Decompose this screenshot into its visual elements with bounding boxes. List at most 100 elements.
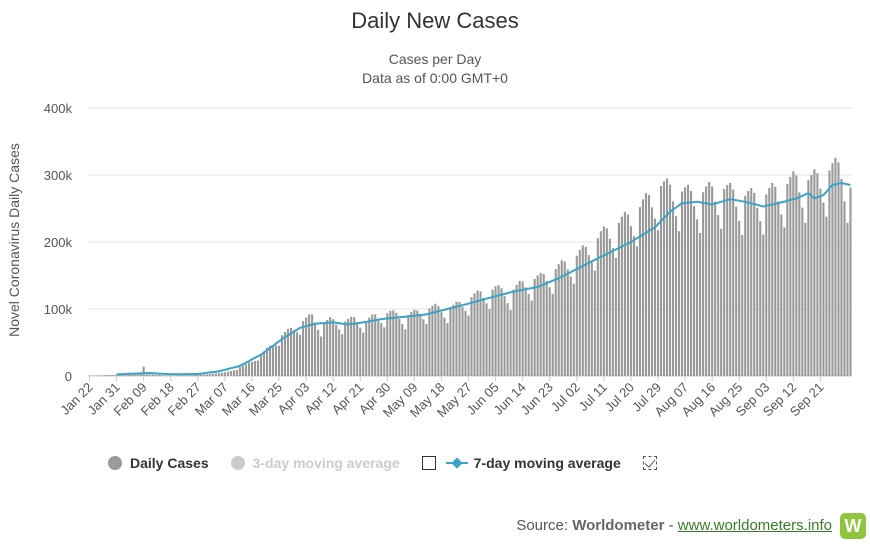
daily-cases-bar [696,219,699,376]
daily-cases-bar [494,286,497,376]
daily-cases-bar [226,371,229,376]
daily-cases-bar [825,216,828,376]
daily-cases-bar [840,179,843,376]
daily-cases-bar [94,375,97,376]
x-tick-label: Jul 20 [602,380,637,415]
daily-cases-bar [527,293,530,376]
daily-cases-bar [202,374,205,376]
daily-cases-bar [440,312,443,376]
daily-cases-bar [659,186,663,376]
daily-cases-bar [810,174,813,376]
daily-cases-bar [783,227,786,376]
daily-cases-bar [705,186,708,376]
daily-cases-bar [617,222,620,376]
daily-cases-bar [849,187,852,376]
daily-cases-bar [377,319,380,376]
daily-cases-bar [259,354,263,376]
legend-checkbox-3-day-average[interactable] [421,456,436,470]
daily-cases-bar [229,370,232,376]
daily-cases-bar [623,211,626,376]
legend-marker-3-day-average [230,456,245,470]
daily-cases-bar [822,202,825,376]
daily-cases-bar [292,330,296,376]
daily-cases-bar [509,310,512,376]
daily-cases-bar [160,375,163,376]
legend-marker-daily-cases [108,456,122,470]
daily-cases-bar [593,270,596,376]
daily-cases-bar [449,308,452,376]
daily-cases-bar [687,184,690,376]
legend-item-7-day-average[interactable]: 7-day moving average [421,455,621,471]
x-tick-label: Jul 11 [576,380,610,414]
daily-cases-bar [398,318,401,376]
legend-item-3-day-average[interactable]: 3-day moving average [230,455,400,471]
daily-cases-bar [467,315,470,376]
daily-cases-bar [371,314,374,376]
daily-cases-bar [732,189,735,376]
daily-cases-bar [127,374,130,376]
daily-cases-bar [437,306,440,376]
daily-cases-bar [611,248,614,376]
y-tick-label: 0 [65,369,72,384]
daily-cases-bar [506,303,509,376]
daily-cases-bar [274,345,278,376]
daily-cases-bar [759,221,762,376]
daily-cases-bar [807,180,810,376]
daily-cases-bar [392,310,395,376]
daily-cases-bar [620,216,623,376]
daily-cases-bar [548,287,551,376]
subtitle-line-2: Data as of 0:00 GMT+0 [362,70,508,86]
daily-cases-bar [569,276,572,376]
daily-cases-bar [780,214,783,376]
daily-cases-bar [455,301,458,376]
worldometer-logo-icon[interactable]: W [840,513,866,539]
daily-cases-bar [100,375,103,376]
daily-cases-bar [828,170,831,376]
daily-cases-bar [771,182,774,376]
daily-cases-bar [443,317,446,376]
legend-item-daily-cases[interactable]: Daily Cases [108,455,209,471]
daily-cases-bar [332,319,335,376]
source-link[interactable]: www.worldometers.info [677,517,832,534]
daily-cases-bar [353,317,356,376]
daily-cases-bar [326,320,329,376]
daily-cases-bar [602,226,605,376]
source-credit: Source: Worldometer - www.worldometers.i… [516,517,832,534]
daily-cases-bar [729,182,732,376]
daily-cases-bar [431,305,434,376]
daily-cases-bar [311,314,314,376]
legend-marker-7-day-average [445,456,468,470]
daily-cases-bar [768,187,771,376]
daily-cases-bar [365,321,368,376]
daily-cases-bar [792,171,795,376]
daily-cases-bar [148,374,151,376]
daily-cases-bar [681,191,684,376]
x-tick-label: Jul 02 [548,380,583,415]
daily-cases-bar [512,289,515,376]
daily-cases-bar [819,188,822,376]
daily-cases-bar [563,261,566,376]
daily-cases-bar [452,304,455,376]
legend-item-checkbox[interactable] [642,456,667,470]
legend-checkbox-7-day-average[interactable] [642,456,657,470]
daily-cases-bar [605,228,608,376]
daily-cases-bar [638,207,641,376]
daily-cases-bar [368,317,371,376]
daily-cases-bar [497,285,500,376]
daily-cases-bar [416,310,419,376]
y-tick-label: 400k [44,101,73,116]
daily-cases-bar [97,375,100,376]
legend-label-daily-cases: Daily Cases [130,455,209,471]
daily-cases-bar [139,373,142,376]
daily-cases-bar [410,312,413,376]
daily-cases-bar [674,216,678,376]
daily-cases-bar [187,375,190,376]
daily-cases-bar [635,246,638,376]
daily-cases-bar [632,236,635,376]
daily-cases-bar [575,255,578,376]
seven-day-average-line [116,181,851,376]
daily-cases-bar [151,374,154,376]
daily-cases-bar [205,374,208,376]
daily-cases-bar [614,257,617,376]
